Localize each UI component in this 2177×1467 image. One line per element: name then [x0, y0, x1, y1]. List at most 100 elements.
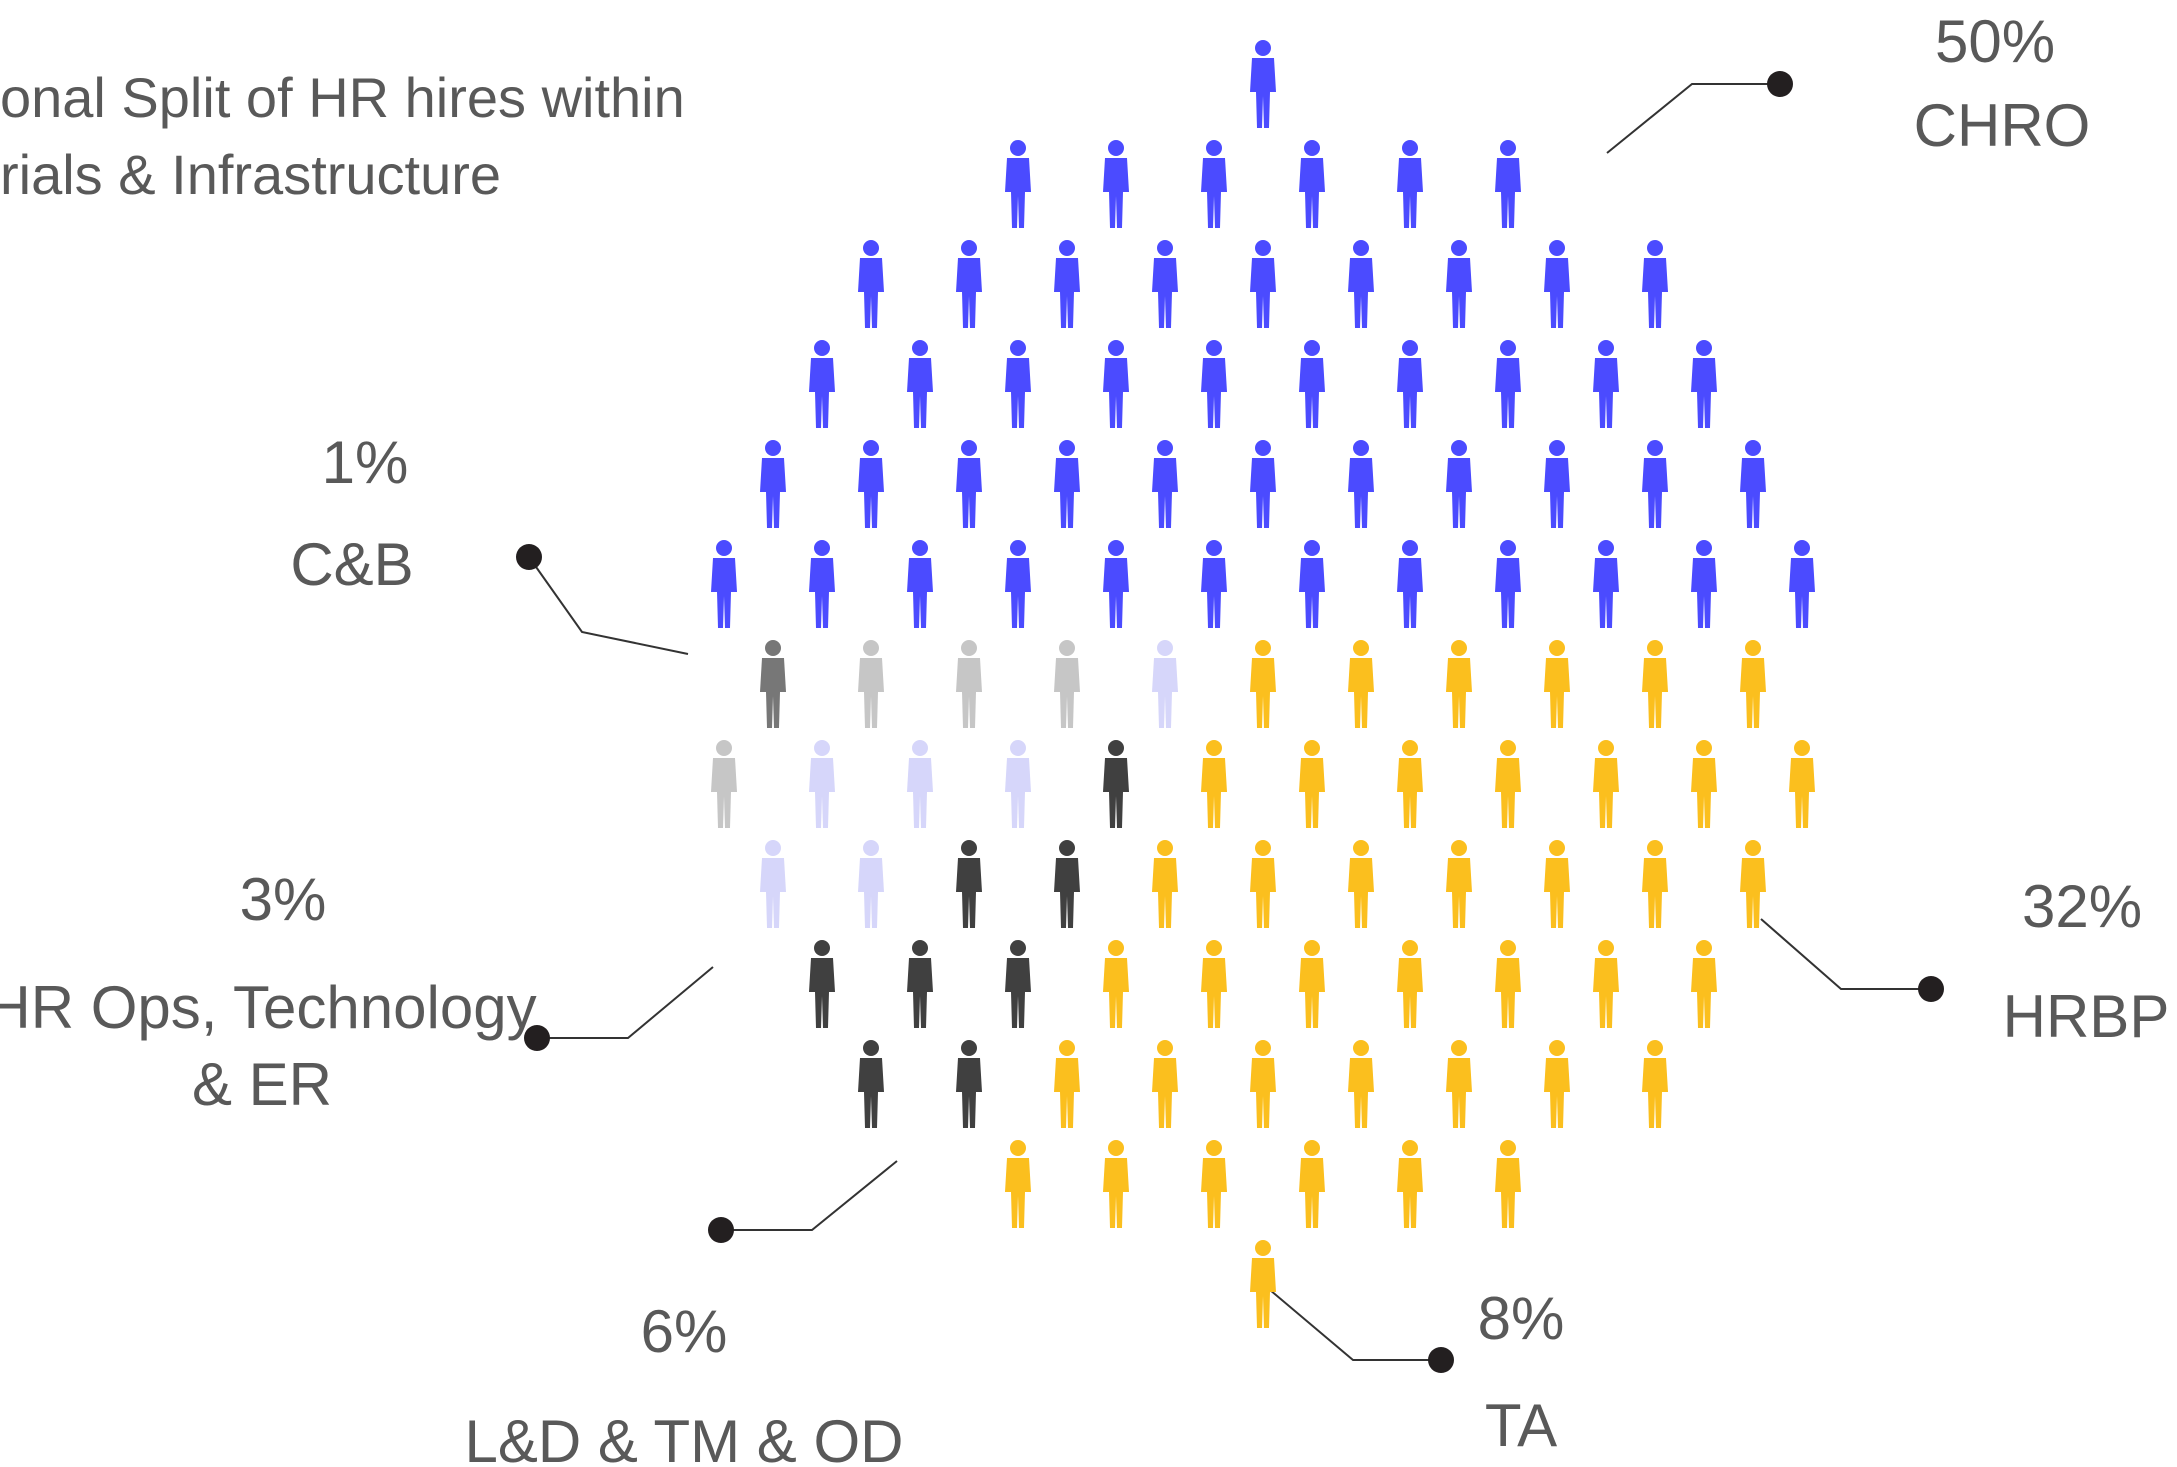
- person-head: [1353, 440, 1369, 456]
- person-icon: [907, 740, 933, 828]
- person-body: [1691, 358, 1717, 428]
- person-head: [1255, 1040, 1271, 1056]
- person-icon: [907, 940, 933, 1028]
- person-head: [1255, 40, 1271, 56]
- person-icon: [1250, 440, 1276, 528]
- person-body: [1544, 858, 1570, 928]
- person-body: [1642, 1058, 1668, 1128]
- person-body: [1544, 258, 1570, 328]
- person-icon: [711, 540, 737, 628]
- person-icon: [760, 840, 786, 928]
- person-body: [1201, 758, 1227, 828]
- person-body: [809, 358, 835, 428]
- person-body: [858, 1058, 884, 1128]
- person-icon: [1201, 340, 1227, 428]
- person-icon: [1642, 240, 1668, 328]
- person-body: [1495, 358, 1521, 428]
- person-head: [863, 240, 879, 256]
- person-icon: [1691, 540, 1717, 628]
- person-icon: [1740, 440, 1766, 528]
- person-head: [863, 840, 879, 856]
- person-body: [1495, 958, 1521, 1028]
- person-head: [1549, 640, 1565, 656]
- person-body: [1446, 458, 1472, 528]
- person-icon: [1495, 940, 1521, 1028]
- person-head: [1157, 1040, 1173, 1056]
- category-label: L&D & TM & OD: [465, 1408, 904, 1467]
- person-icon: [1691, 340, 1717, 428]
- person-icon: [1642, 440, 1668, 528]
- person-body: [1152, 658, 1178, 728]
- person-body: [1103, 1158, 1129, 1228]
- person-head: [1059, 440, 1075, 456]
- value-label: 8%: [1478, 1285, 1565, 1352]
- person-icon: [1103, 340, 1129, 428]
- person-icon: [1005, 340, 1031, 428]
- person-head: [1500, 340, 1516, 356]
- person-icon: [1201, 140, 1227, 228]
- person-head: [1059, 840, 1075, 856]
- person-head: [1647, 440, 1663, 456]
- chart-title: rials & Infrastructure: [0, 143, 501, 206]
- person-icon: [1544, 440, 1570, 528]
- person-body: [1348, 858, 1374, 928]
- person-icon: [1250, 840, 1276, 928]
- person-icon: [1299, 340, 1325, 428]
- person-icon: [1152, 640, 1178, 728]
- person-body: [809, 958, 835, 1028]
- person-icon: [1005, 1140, 1031, 1228]
- category-label: HRBP: [2003, 983, 2170, 1050]
- person-body: [1495, 1158, 1521, 1228]
- person-head: [863, 440, 879, 456]
- person-body: [1152, 258, 1178, 328]
- person-icon: [1299, 540, 1325, 628]
- person-body: [907, 558, 933, 628]
- person-icon: [956, 640, 982, 728]
- person-body: [1348, 458, 1374, 528]
- person-icon: [1103, 140, 1129, 228]
- person-body: [1005, 158, 1031, 228]
- value-label: 6%: [641, 1298, 728, 1365]
- person-head: [1157, 240, 1173, 256]
- person-icon: [1397, 940, 1423, 1028]
- person-body: [1005, 558, 1031, 628]
- person-body: [956, 1058, 982, 1128]
- person-head: [1206, 740, 1222, 756]
- person-head: [1108, 1140, 1124, 1156]
- person-icon: [1103, 940, 1129, 1028]
- person-head: [814, 940, 830, 956]
- person-head: [1745, 840, 1761, 856]
- person-icon: [1495, 1140, 1521, 1228]
- person-head: [1157, 840, 1173, 856]
- person-head: [1108, 940, 1124, 956]
- person-head: [1255, 240, 1271, 256]
- person-body: [1593, 958, 1619, 1028]
- person-body: [1005, 1158, 1031, 1228]
- person-head: [1696, 940, 1712, 956]
- person-body: [1740, 858, 1766, 928]
- person-head: [961, 1040, 977, 1056]
- person-icon: [1642, 1040, 1668, 1128]
- person-head: [1598, 740, 1614, 756]
- person-icon: [1789, 740, 1815, 828]
- person-head: [1353, 240, 1369, 256]
- person-body: [858, 658, 884, 728]
- person-icon: [1397, 340, 1423, 428]
- person-head: [1451, 1040, 1467, 1056]
- person-head: [1206, 1140, 1222, 1156]
- person-body: [1397, 158, 1423, 228]
- person-body: [1495, 758, 1521, 828]
- person-icon: [1348, 840, 1374, 928]
- person-head: [814, 540, 830, 556]
- person-head: [1402, 1140, 1418, 1156]
- person-head: [1598, 540, 1614, 556]
- person-body: [1642, 658, 1668, 728]
- person-body: [858, 458, 884, 528]
- person-head: [1304, 140, 1320, 156]
- person-icon: [1593, 540, 1619, 628]
- person-icon: [858, 440, 884, 528]
- person-body: [1054, 858, 1080, 928]
- person-head: [1647, 240, 1663, 256]
- leader-dot: [1428, 1347, 1454, 1373]
- person-body: [1299, 958, 1325, 1028]
